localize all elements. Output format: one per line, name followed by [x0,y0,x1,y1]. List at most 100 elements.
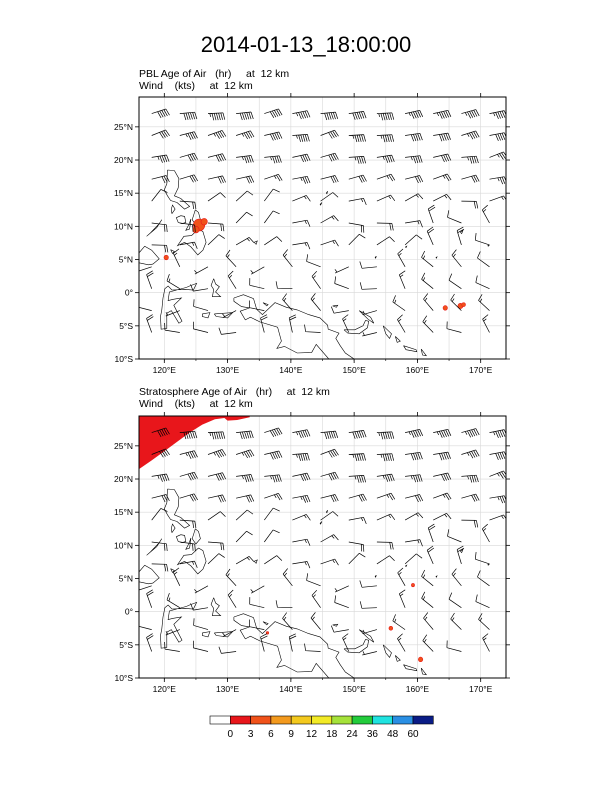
lat-tick-label: 10°S [114,354,133,364]
lon-tick-label: 130°E [216,684,240,694]
colorbar-swatch [250,715,272,725]
wind-barb [461,449,480,459]
coastline [326,510,328,514]
wind-barb [227,270,237,289]
wind-barb [236,175,255,184]
wind-barb [151,189,168,202]
coastline [395,336,401,343]
wind-barb [489,451,506,461]
wind-barb [225,249,237,268]
coastline [403,664,418,672]
lat-tick-label: 0° [125,288,133,298]
wind-barb [310,612,321,630]
coastline [253,240,258,245]
wind-barb [249,619,265,630]
wind-barb [264,529,280,543]
lon-tick-label: 150°E [343,684,367,694]
wind-barb [320,175,339,184]
coastline [374,255,377,259]
wind-barb [397,633,406,652]
wind-barb [260,314,268,333]
wind-barb [235,449,255,459]
wind-barb [151,154,170,163]
colorbar: 0 3 6 9 12 18 24 36 48 60 [209,715,434,740]
wind-barb [404,193,424,202]
wind-barb [288,633,297,652]
wind-barb [193,618,209,630]
colorbar-label: 24 [347,729,359,740]
wind-barb [264,507,280,521]
wind-barb [330,625,349,633]
wind-barb [376,134,395,143]
lat-tick-label: 10°N [114,540,133,550]
wind-barb [405,109,424,119]
wind-barb [405,474,423,483]
wind-barb [451,568,462,587]
wind-barb [179,200,197,210]
wind-barb [179,152,198,162]
coastline [403,345,418,353]
wind-barb [489,176,506,185]
wind-barb [481,204,490,224]
colorbar-label: 36 [367,729,379,740]
coastline [185,537,192,550]
wind-barb [461,155,479,164]
wind-barb [250,585,265,594]
wind-barb [249,597,265,609]
panel-1-label-line2: Wind (kts) at 12 km [139,80,253,92]
wind-barb [207,175,226,184]
wind-barb [475,594,490,609]
colorbar-swatch [270,715,292,725]
main-title: 2014-01-13_18:00:00 [200,32,412,57]
wind-barb [320,448,339,458]
wind-barb [447,529,462,543]
colorbar-label: 9 [288,729,294,740]
coastline [262,621,269,626]
lat-tick-label: 5°S [119,640,133,650]
wind-barb [348,453,366,462]
wind-barb [151,508,168,521]
wind-barb [282,293,293,311]
wind-barb [433,153,452,163]
coastline [343,639,370,654]
wind-barb [320,239,339,247]
wind-barb [292,195,311,202]
coastline [185,218,192,231]
wind-barb [260,633,268,652]
wind-barb [433,132,451,142]
wind-barb [292,538,311,546]
wind-barb [151,473,170,482]
wind-barb [348,197,367,206]
wind-barb [151,494,170,503]
wind-barb [139,266,152,272]
wind-barb [348,222,365,233]
coastline [163,488,191,529]
wind-barb [194,585,209,594]
lon-tick-label: 120°E [153,365,177,375]
wind-barb [433,472,452,482]
wind-barb [362,332,377,337]
lon-tick-label: 170°E [469,365,493,375]
wind-barb [489,429,506,439]
wind-barb [489,470,506,479]
wind-barb [376,222,394,231]
wind-barb [193,321,209,333]
lat-tick-label: 20°N [114,155,133,165]
coastline [487,563,490,566]
age-of-air-blob [163,254,169,261]
wind-barb [304,643,321,652]
wind-barb [179,541,196,552]
coastline [343,320,370,335]
coastline [170,523,176,533]
coastline [487,244,490,247]
wind-barb [478,294,490,311]
wind-barb [421,569,434,587]
lon-tick-label: 130°E [216,365,240,375]
wind-barb [218,327,237,335]
wind-barb [235,190,254,202]
wind-barb [433,451,451,461]
map-panel-pbl-age: 120°E 130°E 140°E 150°E 160°E 170°E 10°S 5°S 0° 5… [114,93,510,375]
wind-barb [461,109,480,119]
wind-barb [292,219,311,227]
age-of-air-blob [442,305,448,311]
